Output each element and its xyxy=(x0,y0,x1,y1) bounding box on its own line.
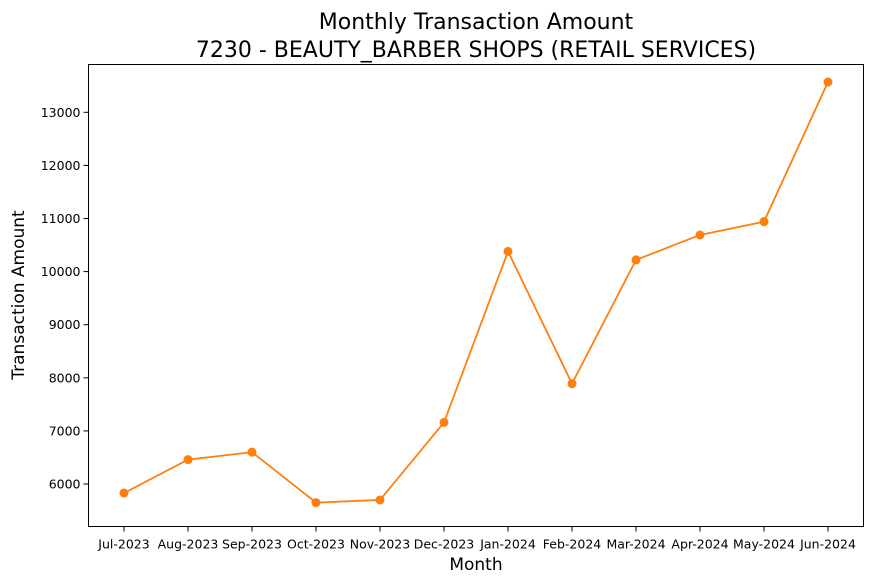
data-point xyxy=(631,255,641,265)
series-layer xyxy=(119,77,833,508)
plot-area xyxy=(88,64,864,527)
y-tick-label: 13000 xyxy=(41,105,81,120)
x-tick-label: Sep-2023 xyxy=(222,537,282,552)
x-axis: Jul-2023 Aug-2023 Sep-2023 Oct-2023 Nov-2023… xyxy=(97,526,856,552)
data-point xyxy=(375,495,385,505)
y-axis: 6000 7000 8000 9000 10000 11000 12000 13000 xyxy=(41,105,89,492)
y-tick-label: 12000 xyxy=(41,158,81,173)
x-tick-label: Jul-2023 xyxy=(97,537,149,552)
x-tick-label: Apr-2024 xyxy=(671,537,728,552)
y-axis-label: Transaction Amount xyxy=(9,210,29,381)
x-tick-label: Jun-2024 xyxy=(799,537,856,552)
x-tick-label: Jan-2024 xyxy=(479,537,536,552)
y-tick-label: 7000 xyxy=(49,423,81,438)
data-point xyxy=(823,77,833,87)
data-point xyxy=(119,488,129,498)
chart-title-line-1: Monthly Transaction Amount xyxy=(319,10,634,35)
data-point xyxy=(439,417,449,427)
x-axis-label: Month xyxy=(449,555,502,575)
x-tick-label: Nov-2023 xyxy=(350,537,410,552)
data-point xyxy=(759,217,769,227)
data-point xyxy=(247,447,257,457)
data-point xyxy=(183,455,193,465)
x-tick-label: Feb-2024 xyxy=(543,537,602,552)
x-tick-label: Aug-2023 xyxy=(158,537,219,552)
y-tick-label: 6000 xyxy=(49,477,81,492)
data-point xyxy=(311,498,321,508)
chart-title-line-2: 7230 - BEAUTY_BARBER SHOPS (RETAIL SERVI… xyxy=(196,38,756,63)
data-point xyxy=(503,246,513,256)
x-tick-label: Oct-2023 xyxy=(287,537,345,552)
series-line xyxy=(123,81,829,504)
y-tick-label: 9000 xyxy=(49,317,81,332)
x-tick-label: Dec-2023 xyxy=(414,537,475,552)
y-tick-label: 8000 xyxy=(49,370,81,385)
data-point xyxy=(695,230,705,240)
data-point xyxy=(567,379,577,389)
y-tick-label: 11000 xyxy=(41,211,81,226)
x-tick-label: May-2024 xyxy=(733,537,795,552)
x-tick-label: Mar-2024 xyxy=(606,537,665,552)
y-tick-label: 10000 xyxy=(41,264,81,279)
